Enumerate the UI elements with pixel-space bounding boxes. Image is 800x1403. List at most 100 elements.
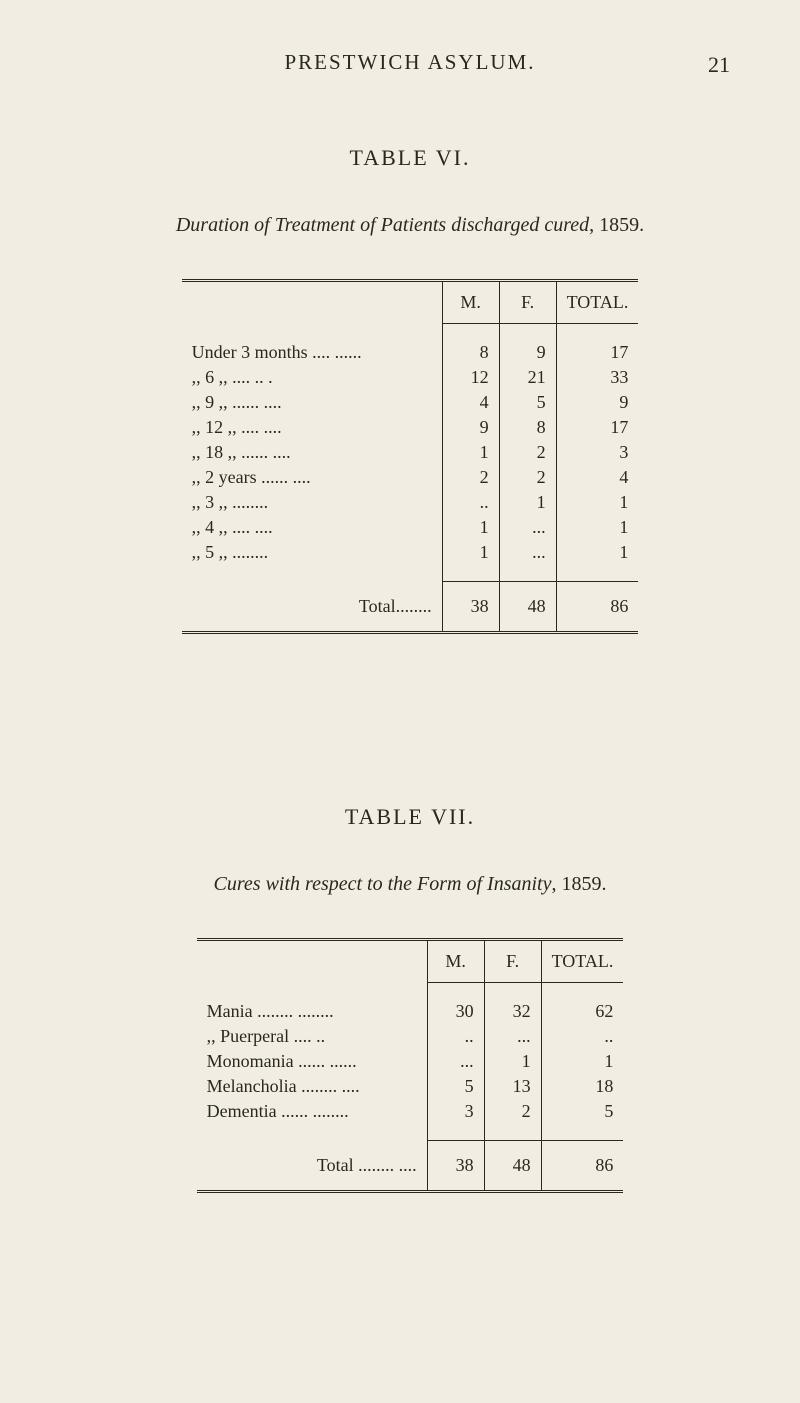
row-f: 8: [499, 415, 556, 440]
row-f: ...: [484, 1024, 541, 1049]
row-label: ,, 3 ,, ........: [182, 490, 443, 515]
table6-col-blank: [182, 281, 443, 324]
table-row: Monomania ...... ...... ... 1 1: [197, 1049, 624, 1074]
table-row: Melancholia ........ .... 5 13 18: [197, 1074, 624, 1099]
table6-caption: Duration of Treatment of Patients discha…: [90, 211, 730, 239]
row-t: 17: [556, 324, 638, 366]
row-m: 1: [442, 540, 499, 582]
row-label: Mania ........ ........: [197, 983, 428, 1025]
table7-col-f: F.: [484, 940, 541, 983]
row-t: 5: [541, 1099, 623, 1141]
table-row: ,, Puerperal .... .. .. ... ..: [197, 1024, 624, 1049]
table7-total-row: Total ........ .... 38 48 86: [197, 1141, 624, 1192]
row-m: 9: [442, 415, 499, 440]
row-m: 12: [442, 365, 499, 390]
total-m: 38: [427, 1141, 484, 1192]
table7-caption: Cures with respect to the Form of Insani…: [90, 870, 730, 898]
row-label: ,, 9 ,, ...... ....: [182, 390, 443, 415]
row-f: 2: [484, 1099, 541, 1141]
table6-col-m: M.: [442, 281, 499, 324]
row-f: ...: [499, 540, 556, 582]
row-f: 5: [499, 390, 556, 415]
row-f: 1: [484, 1049, 541, 1074]
row-m: 1: [442, 440, 499, 465]
table6-total-row: Total........ 38 48 86: [182, 582, 639, 633]
total-label: Total........: [182, 582, 443, 633]
table7-col-total: TOTAL.: [541, 940, 623, 983]
total-t: 86: [556, 582, 638, 633]
total-t: 86: [541, 1141, 623, 1192]
row-f: 2: [499, 440, 556, 465]
table6-label: TABLE VI.: [90, 145, 730, 171]
row-t: ..: [541, 1024, 623, 1049]
row-label: ,, 4 ,, .... ....: [182, 515, 443, 540]
row-m: 1: [442, 515, 499, 540]
total-label: Total ........ ....: [197, 1141, 428, 1192]
row-m: 5: [427, 1074, 484, 1099]
table7-caption-italic: Cures with respect to the Form of Insani…: [214, 873, 552, 895]
row-label: ,, 6 ,, .... .. .: [182, 365, 443, 390]
total-f: 48: [484, 1141, 541, 1192]
row-label: Melancholia ........ ....: [197, 1074, 428, 1099]
table7-label: TABLE VII.: [90, 804, 730, 830]
table7-caption-year: , 1859.: [551, 873, 606, 895]
row-m: 8: [442, 324, 499, 366]
table-row: Under 3 months .... ...... 8 9 17: [182, 324, 639, 366]
row-label: Under 3 months .... ......: [182, 324, 443, 366]
table-row: ,, 9 ,, ...... .... 4 5 9: [182, 390, 639, 415]
row-label: ,, 18 ,, ...... ....: [182, 440, 443, 465]
row-label: ,, 2 years ...... ....: [182, 465, 443, 490]
page-number: 21: [708, 52, 730, 78]
total-f: 48: [499, 582, 556, 633]
row-t: 1: [556, 540, 638, 582]
row-label: Dementia ...... ........: [197, 1099, 428, 1141]
row-label: Monomania ...... ......: [197, 1049, 428, 1074]
row-m: 2: [442, 465, 499, 490]
table7-body: Mania ........ ........ 30 32 62 ,, Puer…: [197, 983, 624, 1192]
page: PRESTWICH ASYLUM. 21 TABLE VI. Duration …: [0, 0, 800, 1403]
table-row: Dementia ...... ........ 3 2 5: [197, 1099, 624, 1141]
row-t: 4: [556, 465, 638, 490]
table6-col-total: TOTAL.: [556, 281, 638, 324]
row-label: ,, 12 ,, .... ....: [182, 415, 443, 440]
row-f: 13: [484, 1074, 541, 1099]
row-t: 17: [556, 415, 638, 440]
table-row: Mania ........ ........ 30 32 62: [197, 983, 624, 1025]
table-row: ,, 18 ,, ...... .... 1 2 3: [182, 440, 639, 465]
row-m: 3: [427, 1099, 484, 1141]
row-m: 30: [427, 983, 484, 1025]
row-t: 1: [556, 490, 638, 515]
row-m: ..: [442, 490, 499, 515]
row-f: 2: [499, 465, 556, 490]
table-row: ,, 4 ,, .... .... 1 ... 1: [182, 515, 639, 540]
table7: M. F. TOTAL. Mania ........ ........ 30 …: [197, 938, 624, 1193]
table7-col-m: M.: [427, 940, 484, 983]
row-label: ,, Puerperal .... ..: [197, 1024, 428, 1049]
table6-caption-year: , 1859.: [589, 214, 644, 236]
row-f: 32: [484, 983, 541, 1025]
table-row: ,, 5 ,, ........ 1 ... 1: [182, 540, 639, 582]
row-t: 3: [556, 440, 638, 465]
row-m: ..: [427, 1024, 484, 1049]
row-t: 1: [541, 1049, 623, 1074]
table6-body: Under 3 months .... ...... 8 9 17 ,, 6 ,…: [182, 324, 639, 633]
row-m: ...: [427, 1049, 484, 1074]
row-t: 18: [541, 1074, 623, 1099]
table6-caption-italic: Duration of Treatment of Patients discha…: [176, 214, 589, 236]
row-t: 1: [556, 515, 638, 540]
table-row: ,, 6 ,, .... .. . 12 21 33: [182, 365, 639, 390]
row-f: ...: [499, 515, 556, 540]
table-row: ,, 2 years ...... .... 2 2 4: [182, 465, 639, 490]
row-t: 9: [556, 390, 638, 415]
running-head: PRESTWICH ASYLUM.: [90, 50, 730, 75]
row-t: 33: [556, 365, 638, 390]
table6-col-f: F.: [499, 281, 556, 324]
row-f: 1: [499, 490, 556, 515]
row-label: ,, 5 ,, ........: [182, 540, 443, 582]
row-f: 21: [499, 365, 556, 390]
row-t: 62: [541, 983, 623, 1025]
total-m: 38: [442, 582, 499, 633]
table7-col-blank: [197, 940, 428, 983]
row-f: 9: [499, 324, 556, 366]
row-m: 4: [442, 390, 499, 415]
